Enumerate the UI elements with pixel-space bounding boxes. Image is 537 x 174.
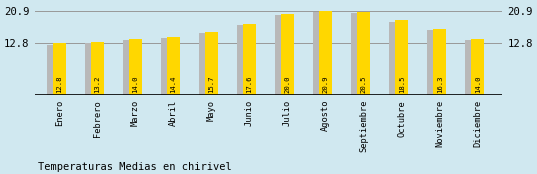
Bar [129, 38, 142, 95]
Text: 14.4: 14.4 [170, 76, 176, 93]
Bar [471, 38, 484, 95]
Bar [465, 40, 481, 95]
Bar [166, 37, 180, 95]
Bar [433, 29, 446, 95]
Text: 20.5: 20.5 [361, 76, 367, 93]
Bar [319, 11, 332, 95]
Bar [281, 14, 294, 95]
Bar [357, 12, 371, 95]
Bar [237, 25, 253, 95]
Text: Temperaturas Medias en chirivel: Temperaturas Medias en chirivel [38, 162, 231, 172]
Text: 18.5: 18.5 [398, 76, 405, 93]
Text: 13.2: 13.2 [95, 76, 100, 93]
Bar [122, 40, 139, 95]
Text: 15.7: 15.7 [208, 76, 214, 93]
Text: 17.6: 17.6 [246, 76, 252, 93]
Bar [84, 43, 101, 95]
Text: 12.8: 12.8 [56, 76, 62, 93]
Bar [395, 20, 408, 95]
Bar [91, 42, 104, 95]
Bar [243, 24, 256, 95]
Bar [313, 12, 329, 95]
Bar [427, 30, 444, 95]
Bar [47, 45, 63, 95]
Text: 20.9: 20.9 [323, 76, 329, 93]
Bar [161, 38, 177, 95]
Bar [275, 15, 291, 95]
Text: 14.0: 14.0 [132, 76, 139, 93]
Bar [53, 43, 66, 95]
Bar [199, 33, 215, 95]
Bar [389, 22, 405, 95]
Bar [351, 13, 367, 95]
Text: 16.3: 16.3 [437, 76, 442, 93]
Text: 14.0: 14.0 [475, 76, 481, 93]
Text: 20.0: 20.0 [285, 76, 291, 93]
Bar [205, 32, 218, 95]
